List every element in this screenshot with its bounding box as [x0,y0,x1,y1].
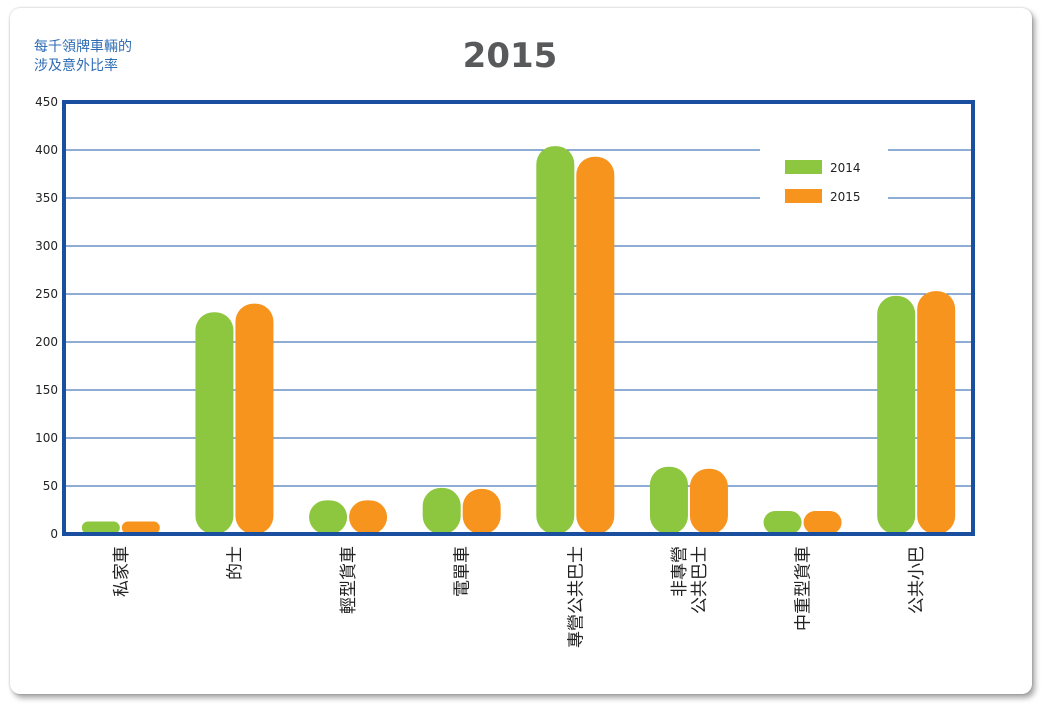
bar-2015 [576,156,615,534]
bar-2014 [649,466,688,534]
bar-2014 [309,500,348,534]
legend-label-2014: 2014 [830,161,861,175]
x-category-label: 電單車 [453,546,473,597]
x-category-label: 私家車 [112,546,132,597]
y-tick-label: 300 [35,239,58,253]
plot-frame [62,100,975,536]
y-tick-label: 450 [35,95,58,109]
y-tick-label: 200 [35,335,58,349]
bar-2015 [349,500,388,534]
bar-2015 [235,303,274,534]
bar-2015 [121,521,160,534]
chart-title: 2015 [462,36,558,76]
y-axis-title: 每千領牌車輛的 涉及意外比率 [34,39,132,74]
bar-2014 [763,510,802,534]
bar-2015 [689,468,728,534]
y-tick-label: 0 [50,527,58,541]
y-tick-label: 150 [35,383,58,397]
x-category-label: 輕型貨車 [339,546,359,614]
x-category-label: 的士 [225,546,245,580]
bar-2015 [803,510,842,534]
chart-card [10,8,1032,694]
x-category-label: 公共小巴 [907,546,927,614]
bar-2014 [877,295,916,534]
legend-label-2015: 2015 [830,190,861,204]
legend-swatch-2014 [785,160,822,174]
y-tick-label: 100 [35,431,58,445]
x-category-label: 非專營 [670,546,690,597]
x-category-label: 專營公共巴士 [566,546,586,648]
bar-2015 [917,291,956,534]
y-tick-label: 350 [35,191,58,205]
x-category-label: 公共巴士 [690,546,710,614]
y-tick-label: 50 [43,479,58,493]
bar-2014 [81,521,120,534]
x-category-label: 中重型貨車 [794,546,814,631]
bar-2015 [462,488,501,534]
bar-2014 [422,487,461,534]
y-tick-label: 400 [35,143,58,157]
bar-2014 [195,312,234,534]
y-tick-label: 250 [35,287,58,301]
bar-2014 [536,146,575,534]
legend-swatch-2015 [785,189,822,203]
